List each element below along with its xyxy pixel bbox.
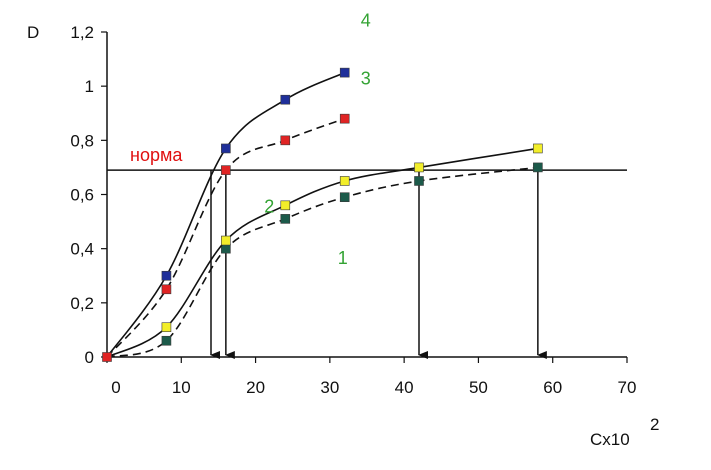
series-2-point xyxy=(414,162,424,173)
series-4-line xyxy=(106,71,346,358)
x-axis-title: Cx10 xyxy=(590,430,630,449)
series-3-label: 3 xyxy=(361,69,371,89)
series-3-point xyxy=(221,165,231,175)
y-tick-label: 0 xyxy=(85,348,94,367)
origin-point xyxy=(102,352,112,362)
x-axis-title-exponent: 2 xyxy=(650,415,659,434)
series-4-point xyxy=(280,94,291,105)
series-2-point xyxy=(161,322,172,333)
x-tick-label: 40 xyxy=(395,378,414,397)
series-1-point xyxy=(221,243,231,254)
series-1-point xyxy=(280,214,291,224)
series-4-label: 4 xyxy=(361,11,371,31)
x-tick-label: 10 xyxy=(172,378,191,397)
series-2-point xyxy=(533,143,543,154)
series-1-point xyxy=(339,192,350,203)
y-tick-label: 0,8 xyxy=(70,131,94,150)
y-tick-label: 1 xyxy=(85,77,94,96)
norm-label: норма xyxy=(130,145,183,165)
series-2-point xyxy=(221,235,231,246)
series-2-label: 2 xyxy=(264,196,274,216)
series-1-point xyxy=(533,162,543,173)
series-4-point xyxy=(339,67,350,78)
y-tick-label: 0,2 xyxy=(70,294,94,313)
y-tick-label: 1,2 xyxy=(70,23,94,42)
series-1-line xyxy=(106,166,538,358)
y-tick-label: 0,4 xyxy=(70,240,94,259)
series-3-point xyxy=(339,113,350,124)
y-tick-label: 0,6 xyxy=(70,186,94,205)
y-axis-title: D xyxy=(27,23,39,42)
series-1-label: 1 xyxy=(338,248,348,268)
series-4-point xyxy=(161,270,172,281)
series-3-line xyxy=(106,117,345,358)
series-4-point xyxy=(221,143,231,154)
series-2-point xyxy=(339,176,350,186)
series-1-point xyxy=(161,335,172,346)
series-2-line xyxy=(106,147,538,358)
x-tick-label: 30 xyxy=(320,378,339,397)
series-3-point xyxy=(280,135,291,146)
x-tick-label: 60 xyxy=(543,378,562,397)
series-2-point xyxy=(280,200,291,211)
x-tick-label: 0 xyxy=(111,378,120,397)
x-tick-label: 70 xyxy=(618,378,637,397)
x-tick-label: 50 xyxy=(469,378,488,397)
series-1-point xyxy=(414,176,424,186)
series-3-point xyxy=(161,284,172,295)
x-tick-label: 20 xyxy=(246,378,265,397)
